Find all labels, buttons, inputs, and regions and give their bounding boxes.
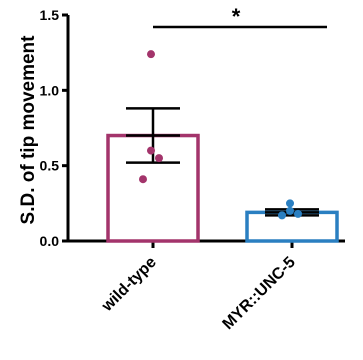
bars: [106, 133, 339, 243]
x-tick-label: MYR::UNC-5: [220, 254, 299, 333]
data-point: [139, 175, 147, 184]
significance-annotation: *: [153, 4, 327, 29]
data-point: [286, 206, 294, 215]
data-point: [147, 146, 155, 155]
x-axis: wild-type MYR::UNC-5: [68, 239, 345, 333]
data-point: [155, 154, 163, 163]
y-tick-label: 0.0: [40, 233, 60, 249]
y-axis: 0.0 0.5 1.0 1.5: [40, 7, 70, 249]
data-point: [278, 211, 286, 220]
y-tick-label: 1.5: [40, 7, 60, 23]
data-points: [139, 50, 302, 220]
y-tick-label: 1.0: [40, 82, 60, 98]
y-axis-label: S.D. of tip movement: [18, 35, 39, 225]
data-point: [294, 209, 302, 218]
x-tick-label: wild-type: [98, 254, 160, 316]
bar-2: [245, 210, 339, 243]
y-tick-label: 0.5: [40, 158, 60, 174]
significance-label: *: [232, 4, 241, 29]
data-point: [147, 50, 155, 59]
data-point: [286, 199, 294, 208]
